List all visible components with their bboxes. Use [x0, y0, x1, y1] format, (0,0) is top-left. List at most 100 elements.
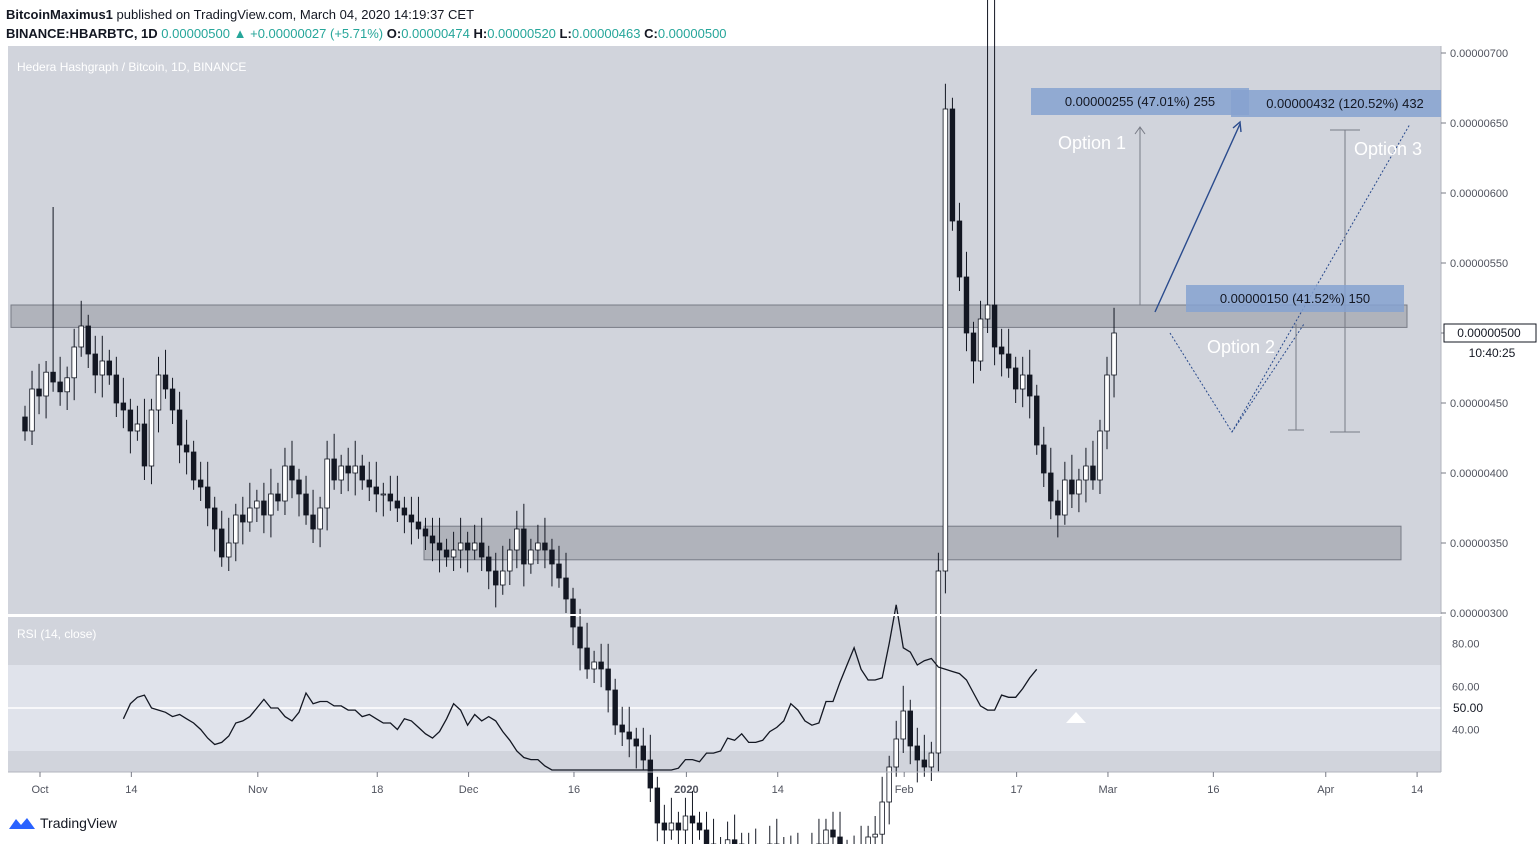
candle-body — [275, 493, 281, 502]
tradingview-footer[interactable]: TradingView — [8, 815, 117, 831]
candle-body — [682, 815, 689, 831]
candle-body — [366, 479, 372, 488]
candle-body — [478, 542, 485, 558]
candle-body — [1034, 395, 1040, 446]
candle-body — [359, 465, 365, 481]
candle-body — [1055, 500, 1061, 516]
candle-body — [991, 304, 998, 348]
countdown-label: 10:40:25 — [1469, 346, 1516, 360]
rsi-current-box — [1444, 699, 1494, 716]
time-tick-label: 14 — [772, 784, 784, 796]
candle-body — [324, 458, 330, 509]
candle-body — [900, 710, 906, 740]
open-label: O: — [386, 26, 402, 41]
candle-body — [830, 829, 836, 838]
time-tick-label: 2020 — [674, 784, 698, 796]
candle-body — [296, 479, 302, 495]
candle-body — [1104, 374, 1110, 432]
candle-body — [549, 549, 555, 565]
candle-body — [486, 556, 492, 572]
rsi-triangle-marker — [1066, 712, 1086, 723]
candle-body — [106, 360, 113, 376]
author-name[interactable]: BitcoinMaximus1 — [6, 7, 113, 22]
drawings-group — [1134, 120, 1411, 433]
candle-body — [247, 507, 253, 523]
candle-body — [310, 514, 316, 530]
candle-body — [872, 833, 878, 838]
low-label: L: — [559, 26, 572, 41]
price-tick-label: 0.00000650 — [1450, 118, 1508, 130]
measure-label-1: 0.00000255 (47.01%) 255 — [1065, 94, 1215, 109]
candle-body — [535, 542, 541, 551]
candle-body — [43, 371, 49, 397]
candle-body — [514, 528, 520, 551]
candle-body — [331, 458, 337, 481]
candle-body — [1027, 374, 1033, 397]
candle-body — [661, 822, 668, 831]
price-tick-label: 0.00000300 — [1450, 608, 1508, 620]
candle-body — [29, 388, 35, 432]
candle-body — [942, 108, 949, 572]
current-price-label: 0.00000500 — [1457, 326, 1521, 340]
price-tick-label: 0.00000550 — [1450, 258, 1508, 270]
candle-body — [345, 465, 351, 474]
candle-body — [352, 465, 358, 474]
candle-body — [598, 661, 604, 670]
candle-body — [289, 465, 295, 481]
candle-body — [155, 374, 162, 411]
candle-body — [387, 493, 394, 502]
candle-body — [731, 839, 738, 844]
time-tick-label: Apr — [1317, 784, 1334, 796]
change-value: +0.00000027 (+5.71%) — [250, 26, 384, 41]
measure-arrow-1 — [1134, 126, 1146, 135]
open-value: 0.00000474 — [401, 26, 470, 41]
candle-body — [99, 360, 105, 376]
close-label: C: — [644, 26, 658, 41]
candle-body — [197, 479, 204, 488]
candle-body — [675, 822, 682, 831]
candle-body — [443, 549, 450, 558]
countdown-box — [1462, 344, 1522, 361]
candle-body — [956, 220, 963, 278]
candle-body — [401, 507, 408, 516]
candle-body — [92, 353, 98, 376]
candle-body — [57, 381, 63, 393]
candle-body — [528, 549, 534, 565]
candle-body — [254, 500, 260, 509]
candle-body — [928, 752, 935, 768]
time-tick-label: Dec — [459, 784, 479, 796]
candle-body — [689, 815, 696, 824]
option-1-arrowhead — [1232, 120, 1242, 133]
rsi-line — [122, 604, 1038, 771]
time-tick-label: 18 — [371, 784, 383, 796]
candle-body — [134, 423, 141, 432]
candle-body — [78, 325, 84, 348]
candle-body — [457, 542, 464, 551]
time-tick-label: Nov — [248, 784, 268, 796]
candle-body — [113, 374, 120, 404]
candle-body — [422, 528, 429, 537]
publisher-line: BitcoinMaximus1 published on TradingView… — [6, 7, 474, 22]
candle-body — [261, 500, 267, 516]
rsi-title: RSI (14, close) — [17, 627, 96, 641]
candle-body — [1069, 479, 1075, 495]
main-pane-bg — [8, 46, 1441, 614]
candle-body — [1076, 479, 1082, 495]
candle-body — [380, 493, 387, 496]
price-tick-label: 0.00000400 — [1450, 468, 1508, 480]
candle-body — [963, 276, 970, 334]
time-tick-label: 16 — [568, 784, 580, 796]
candle-body — [893, 738, 899, 768]
measure-box-3 — [1186, 285, 1404, 312]
candle-body — [577, 626, 583, 649]
candle-body — [1019, 374, 1026, 390]
high-label: H: — [473, 26, 488, 41]
candle-body — [724, 839, 731, 844]
candle-body — [521, 528, 527, 565]
option-3-path — [1231, 123, 1411, 433]
candle-body — [984, 304, 991, 320]
option-3-label: Option 3 — [1354, 139, 1422, 159]
candle-body — [1041, 444, 1047, 474]
candle-body — [464, 542, 471, 551]
